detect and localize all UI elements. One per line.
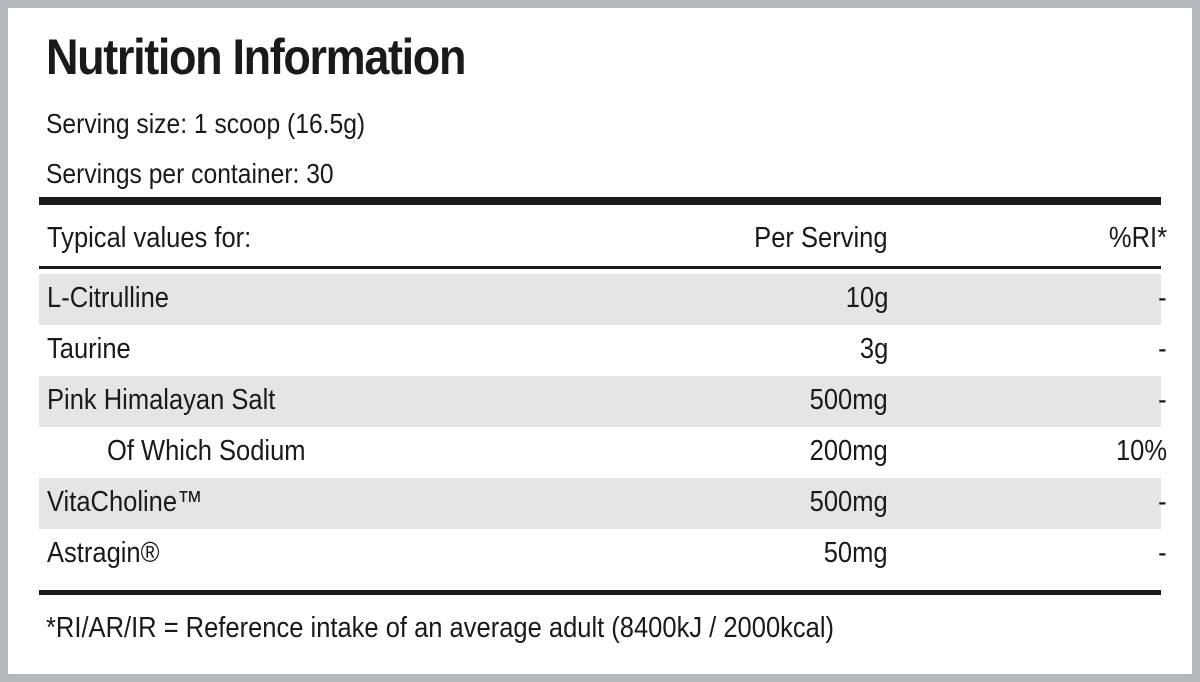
ri: - [1158,486,1167,518]
nutrient: Astragin® [47,537,160,569]
ri: 10% [1115,435,1167,467]
serving-size: Serving size: 1 scoop (16.5g) [46,108,366,139]
per-serving: 50mg [824,537,888,569]
nutrient: Taurine [47,333,131,365]
ri: - [1158,537,1167,569]
table-row: Of Which Sodium 200mg 10% [39,427,1167,478]
column-header: %RI* [1108,222,1167,254]
per-serving: 3g [859,333,888,365]
column-header: Per Serving [754,222,888,254]
nutrient: Pink Himalayan Salt [47,384,276,416]
table-row: Taurine 3g - [39,325,1167,376]
per-serving: 500mg [809,486,888,518]
thick-rule [39,590,1161,595]
header-row: Typical values for: Per Serving %RI* [39,214,1167,265]
nutrient: VitaCholine™ [47,486,203,518]
table-row: Pink Himalayan Salt 500mg - [39,376,1167,427]
column-header: Typical values for: [47,222,252,254]
table-row: Astragin® 50mg - [39,529,1167,580]
ri: - [1158,282,1167,314]
nutrient: L-Citrulline [47,282,169,314]
rule [39,266,1161,269]
ri: - [1158,384,1167,416]
ri: - [1158,333,1167,365]
table-row: L-Citrulline 10g - [39,274,1167,325]
thick-rule [39,197,1161,205]
servings-per-container: Servings per container: 30 [46,158,334,189]
nutrient: Of Which Sodium [107,435,306,467]
table-row: VitaCholine™ 500mg - [39,478,1167,529]
footnote: *RI/AR/IR = Reference intake of an avera… [46,612,835,644]
per-serving: 500mg [809,384,888,416]
per-serving: 10g [845,282,888,314]
title: Nutrition Information [46,29,466,85]
per-serving: 200mg [809,435,888,467]
